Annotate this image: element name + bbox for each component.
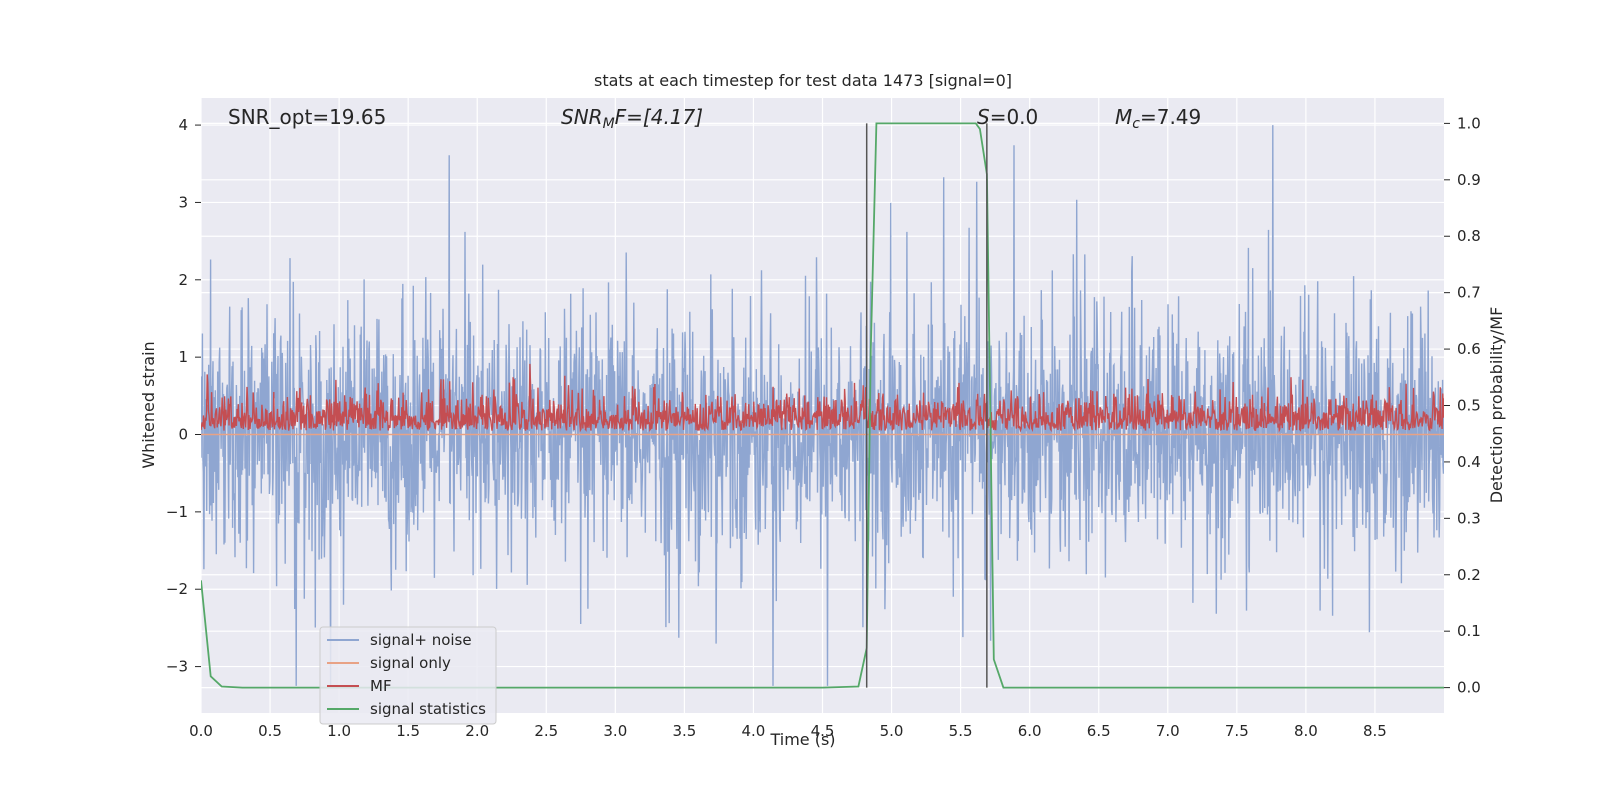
y-left-tick-label: −1 — [166, 503, 188, 521]
x-tick-label: 4.5 — [811, 722, 835, 740]
y-left-tick-label: 4 — [178, 116, 188, 134]
x-axis-label: Time (s) — [769, 730, 835, 749]
x-tick-label: 3.5 — [672, 722, 696, 740]
y-left-tick-label: 2 — [178, 271, 188, 289]
y-right-tick-label: 0.7 — [1457, 284, 1481, 302]
legend-box — [319, 626, 497, 725]
legend-label-signal-statistics: signal statistics — [370, 700, 486, 718]
y-right-tick-label: 0.1 — [1457, 622, 1481, 640]
annotation-snr-opt: SNR_opt=19.65 — [228, 105, 386, 129]
x-tick-label: 8.0 — [1294, 722, 1318, 740]
x-axis-ticks: 0.0 0.5 1.0 1.5 2.0 2.5 3.0 3.5 4.0 4.5 5.0 5.5 6.0 6… — [189, 722, 1387, 740]
y-left-tick-label: 0 — [178, 426, 188, 444]
x-tick-label: 7.5 — [1225, 722, 1249, 740]
x-tick-label: 3.0 — [603, 722, 627, 740]
x-tick-label: 8.5 — [1363, 722, 1387, 740]
annotation-mc: Mc=7.49 — [1115, 105, 1201, 132]
x-tick-label: 2.5 — [534, 722, 558, 740]
annotation-snr-mf: SNRMF=[4.17] — [561, 105, 703, 132]
x-tick-label: 5.5 — [949, 722, 973, 740]
x-tick-label: 1.0 — [327, 722, 351, 740]
y-right-tick-label: 0.9 — [1457, 171, 1481, 189]
y-axis-label-right: Detection probability/MF — [1487, 307, 1506, 504]
legend-label-signal-only: signal only — [370, 654, 451, 672]
y-right-tick-label: 0.5 — [1457, 397, 1481, 415]
y-right-tick-label: 0.4 — [1457, 453, 1481, 471]
vertical-markers — [865, 123, 988, 688]
legend-label-mf: MF — [370, 677, 392, 695]
y-right-tick-label: 1.0 — [1457, 114, 1481, 132]
annotation-s: S=0.0 — [977, 105, 1038, 129]
y-right-tick-label: 0.8 — [1457, 227, 1481, 245]
y-right-tick-label: 0.3 — [1457, 509, 1481, 527]
x-tick-label: 6.5 — [1087, 722, 1111, 740]
x-tick-label: 1.5 — [396, 722, 420, 740]
x-tick-label: 0.5 — [258, 722, 282, 740]
legend-label-signal-noise: signal+ noise — [370, 631, 472, 649]
y-left-tick-label: −2 — [166, 580, 188, 598]
series-mf-line — [201, 363, 1444, 433]
x-tick-label: 6.0 — [1018, 722, 1042, 740]
x-tick-label: 4.0 — [742, 722, 766, 740]
x-tick-label: 5.0 — [880, 722, 904, 740]
legend: signal+ noise signal only MF signal stat… — [319, 626, 497, 725]
y-right-tick-label: 0.0 — [1457, 679, 1481, 697]
y-right-tick-label: 0.2 — [1457, 566, 1481, 584]
chart-title: stats at each timestep for test data 147… — [594, 71, 1012, 90]
left-y-axis-ticks: −3 −2 −1 0 1 2 3 4 — [166, 116, 201, 676]
y-left-tick-label: 3 — [178, 193, 188, 211]
x-tick-label: 7.0 — [1156, 722, 1180, 740]
x-tick-label: 2.0 — [465, 722, 489, 740]
y-right-tick-label: 0.6 — [1457, 340, 1481, 358]
y-left-tick-label: −3 — [166, 658, 188, 676]
x-tick-label: 0.0 — [189, 722, 213, 740]
y-left-tick-label: 1 — [178, 348, 188, 366]
right-y-axis-ticks: 0.0 0.1 0.2 0.3 0.4 0.5 0.6 0.7 0.8 0.9 1.0 — [1444, 114, 1481, 697]
y-axis-label-left: Whitened strain — [139, 341, 158, 468]
